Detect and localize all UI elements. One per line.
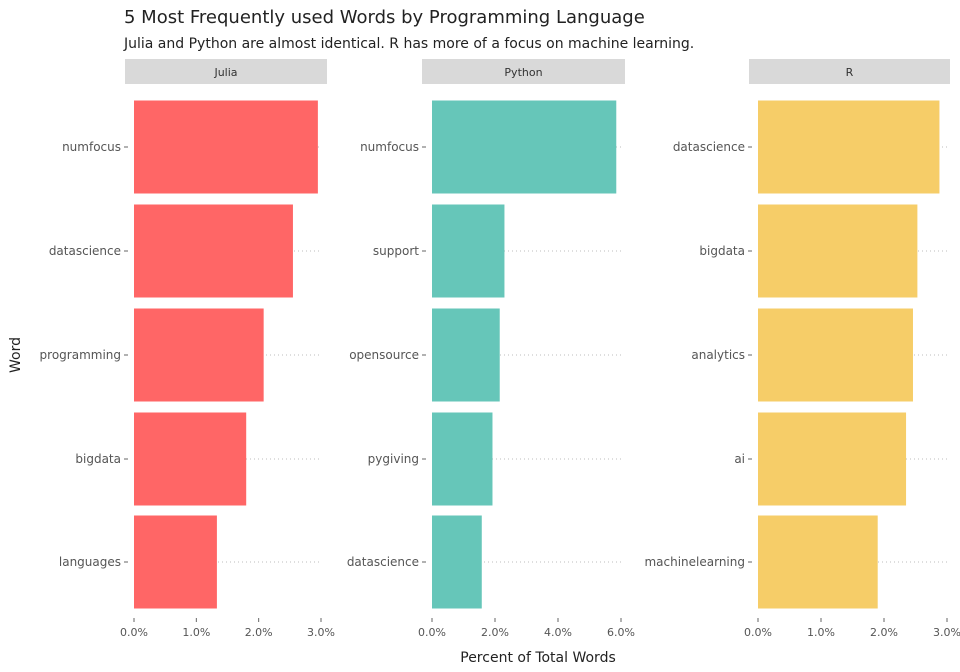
y-tick-label: support	[373, 244, 419, 258]
bar-datascience	[758, 100, 940, 194]
bar-languages	[134, 515, 217, 609]
x-tick-label: 3.0%	[307, 626, 335, 639]
y-tick-label: analytics	[691, 348, 745, 362]
x-tick-label: 1.0%	[807, 626, 835, 639]
x-tick-label: 2.0%	[870, 626, 898, 639]
facet-panels: Julia numfocus datascience programming bigda…	[40, 59, 960, 639]
y-tick-label: ai	[734, 452, 745, 466]
facet-strip	[125, 59, 327, 84]
panel-python: Python numfocus support opensource pygiving d…	[347, 59, 635, 639]
y-tick-label: datascience	[673, 140, 745, 154]
x-tick-label: 0.0%	[418, 626, 446, 639]
bar-bigdata	[758, 204, 918, 298]
facet-strip	[422, 59, 625, 84]
y-tick-label: bigdata	[75, 452, 121, 466]
facet-strip-label: R	[846, 66, 854, 79]
y-tick-label: datascience	[347, 555, 419, 569]
y-tick-label: numfocus	[62, 140, 121, 154]
bar-datascience	[134, 204, 293, 298]
y-tick-label: bigdata	[699, 244, 745, 258]
y-tick-label: languages	[59, 555, 121, 569]
chart-subtitle: Julia and Python are almost identical. R…	[123, 36, 694, 52]
bar-datascience	[432, 515, 482, 609]
y-axis-title: Word	[8, 337, 24, 373]
x-tick-label: 2.0%	[481, 626, 509, 639]
facet-strip	[749, 59, 950, 84]
chart-title: 5 Most Frequently used Words by Programm…	[124, 7, 645, 28]
bar-numfocus	[432, 100, 617, 194]
facet-strip-label: Julia	[213, 66, 237, 79]
x-tick-label: 0.0%	[120, 626, 148, 639]
bar-programming	[134, 308, 264, 402]
bar-bigdata	[134, 412, 247, 506]
bar-machinelearning	[758, 515, 878, 609]
bar-numfocus	[134, 100, 318, 194]
y-tick-label: machinelearning	[644, 555, 745, 569]
x-tick-label: 4.0%	[544, 626, 572, 639]
x-tick-label: 6.0%	[607, 626, 635, 639]
x-tick-label: 0.0%	[744, 626, 772, 639]
x-axis-title: Percent of Total Words	[460, 650, 616, 666]
x-tick-label: 3.0%	[933, 626, 960, 639]
y-tick-label: programming	[40, 348, 121, 362]
facet-strip-label: Python	[504, 66, 542, 79]
x-tick-label: 1.0%	[182, 626, 210, 639]
bar-support	[432, 204, 505, 298]
x-tick-label: 2.0%	[245, 626, 273, 639]
bar-pygiving	[432, 412, 493, 506]
y-tick-label: datascience	[49, 244, 121, 258]
y-tick-label: numfocus	[360, 140, 419, 154]
y-tick-label: pygiving	[368, 452, 419, 466]
panel-julia: Julia numfocus datascience programming bigda…	[40, 59, 335, 639]
y-tick-label: opensource	[349, 348, 419, 362]
bar-analytics	[758, 308, 913, 402]
bar-opensource	[432, 308, 500, 402]
bar-ai	[758, 412, 907, 506]
